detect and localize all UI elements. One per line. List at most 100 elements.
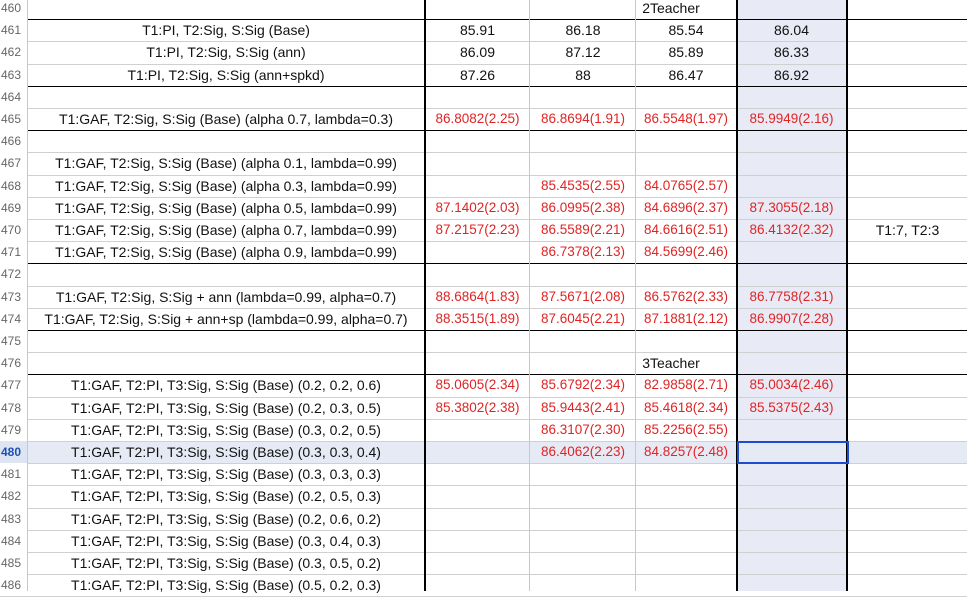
value-cell[interactable]: 85.9443(2.41) (540, 399, 626, 415)
row-header[interactable]: 474 (0, 307, 27, 330)
row-header[interactable]: 482 (0, 485, 27, 508)
value-cell[interactable]: 87.12 (565, 44, 601, 61)
row-label-cell[interactable]: T1:PI, T2:Sig, S:Sig (ann) (146, 44, 306, 61)
value-cell[interactable]: 85.3802(2.38) (435, 399, 520, 415)
value-cell[interactable]: 84.0765(2.57) (643, 177, 729, 193)
value-cell[interactable]: 88.6864(1.83) (435, 288, 520, 304)
value-cell[interactable]: T1:7, T2:3 (875, 222, 940, 238)
row-header[interactable]: 462 (0, 41, 27, 64)
value-cell[interactable]: 87.2157(2.23) (435, 222, 520, 237)
row-label-cell[interactable]: T1:GAF, T2:Sig, S:Sig (Base) (alpha 0.5,… (55, 199, 397, 216)
value-cell[interactable]: 84.8257(2.48) (643, 444, 729, 459)
row-header[interactable]: 472 (0, 263, 27, 286)
value-cell[interactable]: 86.33 (773, 44, 810, 61)
row-header[interactable]: 473 (0, 285, 27, 308)
row-label-cell[interactable]: T1:GAF, T2:Sig, S:Sig + ann+sp (lambda=0… (44, 310, 408, 327)
value-cell[interactable]: 87.26 (459, 66, 496, 83)
row-header[interactable]: 486 (0, 574, 27, 597)
row-label-cell[interactable]: T1:PI, T2:Sig, S:Sig (Base) (142, 22, 310, 39)
row-header[interactable]: 476 (0, 352, 27, 375)
row-header[interactable]: 460 (0, 0, 27, 20)
value-cell[interactable]: 88 (575, 66, 591, 83)
value-cell[interactable]: 85.4535(2.55) (540, 177, 626, 193)
value-cell[interactable]: 84.6616(2.51) (643, 222, 729, 237)
row-header[interactable]: 465 (0, 108, 27, 131)
row-header[interactable]: 471 (0, 241, 27, 264)
value-cell[interactable]: 86.8082(2.25) (435, 111, 520, 126)
value-cell[interactable]: 87.6045(2.21) (540, 310, 626, 326)
value-cell[interactable]: 86.8694(1.91) (540, 111, 626, 126)
value-cell[interactable]: 86.92 (773, 66, 810, 83)
row-label-cell[interactable]: T1:GAF, T2:Sig, S:Sig (Base) (alpha 0.7,… (59, 111, 393, 127)
value-cell[interactable]: 86.7378(2.13) (540, 244, 626, 260)
row-label-cell[interactable]: T1:GAF, T2:Sig, S:Sig (Base) (alpha 0.7,… (55, 222, 397, 238)
row-header[interactable]: 477 (0, 374, 27, 397)
value-cell[interactable]: 87.3055(2.18) (749, 199, 834, 215)
value-cell[interactable]: 85.4618(2.34) (643, 399, 729, 415)
value-cell[interactable]: 86.9907(2.28) (749, 310, 834, 326)
row-header[interactable]: 463 (0, 63, 27, 86)
row-header[interactable]: 479 (0, 418, 27, 441)
row-label-cell[interactable]: T1:GAF, T2:PI, T3:Sig, S:Sig (Base) (0.2… (71, 510, 381, 527)
value-cell[interactable]: 86.3107(2.30) (540, 421, 626, 437)
row-label-cell[interactable]: T1:GAF, T2:Sig, S:Sig (Base) (alpha 0.9,… (55, 244, 397, 261)
row-label-cell[interactable]: T1:GAF, T2:PI, T3:Sig, S:Sig (Base) (0.3… (71, 555, 381, 571)
row-header[interactable]: 466 (0, 130, 27, 153)
value-cell[interactable]: 84.6896(2.37) (643, 199, 729, 215)
row-label-cell[interactable]: T1:GAF, T2:PI, T3:Sig, S:Sig (Base) (0.3… (71, 421, 381, 438)
row-header[interactable]: 480 (0, 441, 27, 464)
value-cell[interactable]: 87.1402(2.03) (435, 199, 520, 215)
value-cell[interactable]: 85.91 (459, 22, 496, 39)
value-cell[interactable]: 86.5762(2.33) (643, 288, 729, 304)
row-label-cell[interactable]: T1:GAF, T2:PI, T3:Sig, S:Sig (Base) (0.3… (71, 466, 381, 483)
row-label-cell[interactable]: T1:GAF, T2:PI, T3:Sig, S:Sig (Base) (0.2… (71, 377, 381, 394)
row-header[interactable]: 478 (0, 396, 27, 419)
row-header[interactable]: 470 (0, 219, 27, 242)
row-header[interactable]: 475 (0, 330, 27, 353)
row-header[interactable]: 468 (0, 174, 27, 197)
value-cell[interactable]: 85.2256(2.55) (643, 421, 729, 437)
selected-cell[interactable] (737, 441, 849, 465)
value-cell[interactable]: 85.54 (668, 22, 704, 39)
value-cell[interactable]: 84.5699(2.46) (643, 244, 729, 260)
row-label-cell[interactable]: T1:PI, T2:Sig, S:Sig (ann+spkd) (127, 66, 325, 83)
value-cell[interactable]: 85.0034(2.46) (749, 377, 834, 393)
value-cell[interactable]: 85.6792(2.34) (540, 377, 626, 393)
value-cell[interactable]: 86.09 (459, 44, 496, 61)
row-label-cell[interactable]: T1:GAF, T2:Sig, S:Sig (Base) (alpha 0.3,… (55, 177, 397, 194)
row-label-cell[interactable]: T1:GAF, T2:Sig, S:Sig (Base) (alpha 0.1,… (55, 155, 397, 172)
value-cell[interactable]: 86.4062(2.23) (540, 444, 626, 459)
row-header[interactable]: 481 (0, 463, 27, 486)
value-cell[interactable]: 88.3515(1.89) (435, 310, 520, 326)
row-border (0, 263, 967, 264)
row-label-cell[interactable]: T1:GAF, T2:PI, T3:Sig, S:Sig (Base) (0.5… (71, 577, 381, 594)
row-label-cell[interactable]: T1:GAF, T2:PI, T3:Sig, S:Sig (Base) (0.2… (71, 488, 381, 505)
value-cell[interactable]: 86.5589(2.21) (540, 222, 626, 237)
row-header[interactable]: 464 (0, 85, 27, 108)
row-label-cell[interactable]: T1:GAF, T2:PI, T3:Sig, S:Sig (Base) (0.2… (71, 399, 381, 416)
row-header[interactable]: 483 (0, 507, 27, 530)
value-cell[interactable]: 86.7758(2.31) (749, 288, 834, 304)
value-cell[interactable]: 86.18 (565, 22, 601, 39)
row-label-cell[interactable]: T1:GAF, T2:PI, T3:Sig, S:Sig (Base) (0.3… (71, 444, 381, 460)
row-header[interactable]: 467 (0, 152, 27, 175)
value-cell[interactable]: 86.4132(2.32) (749, 222, 834, 237)
value-cell[interactable]: 85.5375(2.43) (749, 399, 834, 415)
row-header[interactable]: 485 (0, 552, 27, 575)
value-cell[interactable]: 82.9858(2.71) (643, 377, 729, 393)
row-label-cell[interactable]: T1:GAF, T2:PI, T3:Sig, S:Sig (Base) (0.3… (71, 532, 381, 549)
value-cell[interactable]: 86.04 (773, 22, 810, 39)
row-header[interactable]: 469 (0, 196, 27, 219)
row-label-cell[interactable]: T1:GAF, T2:Sig, S:Sig + ann (lambda=0.99… (55, 288, 397, 305)
value-cell[interactable]: 85.0605(2.34) (435, 377, 520, 393)
row-header[interactable]: 484 (0, 529, 27, 552)
value-cell[interactable]: 87.1881(2.12) (643, 310, 729, 326)
value-cell[interactable]: 86.0995(2.38) (540, 199, 626, 215)
row-header[interactable]: 461 (0, 19, 27, 42)
value-cell[interactable]: 85.89 (668, 44, 704, 61)
value-cell[interactable]: 85.9949(2.16) (749, 111, 834, 126)
value-cell[interactable]: 86.47 (668, 66, 704, 83)
value-cell[interactable]: 87.5671(2.08) (540, 288, 626, 304)
value-cell[interactable]: 86.5548(1.97) (643, 111, 729, 126)
